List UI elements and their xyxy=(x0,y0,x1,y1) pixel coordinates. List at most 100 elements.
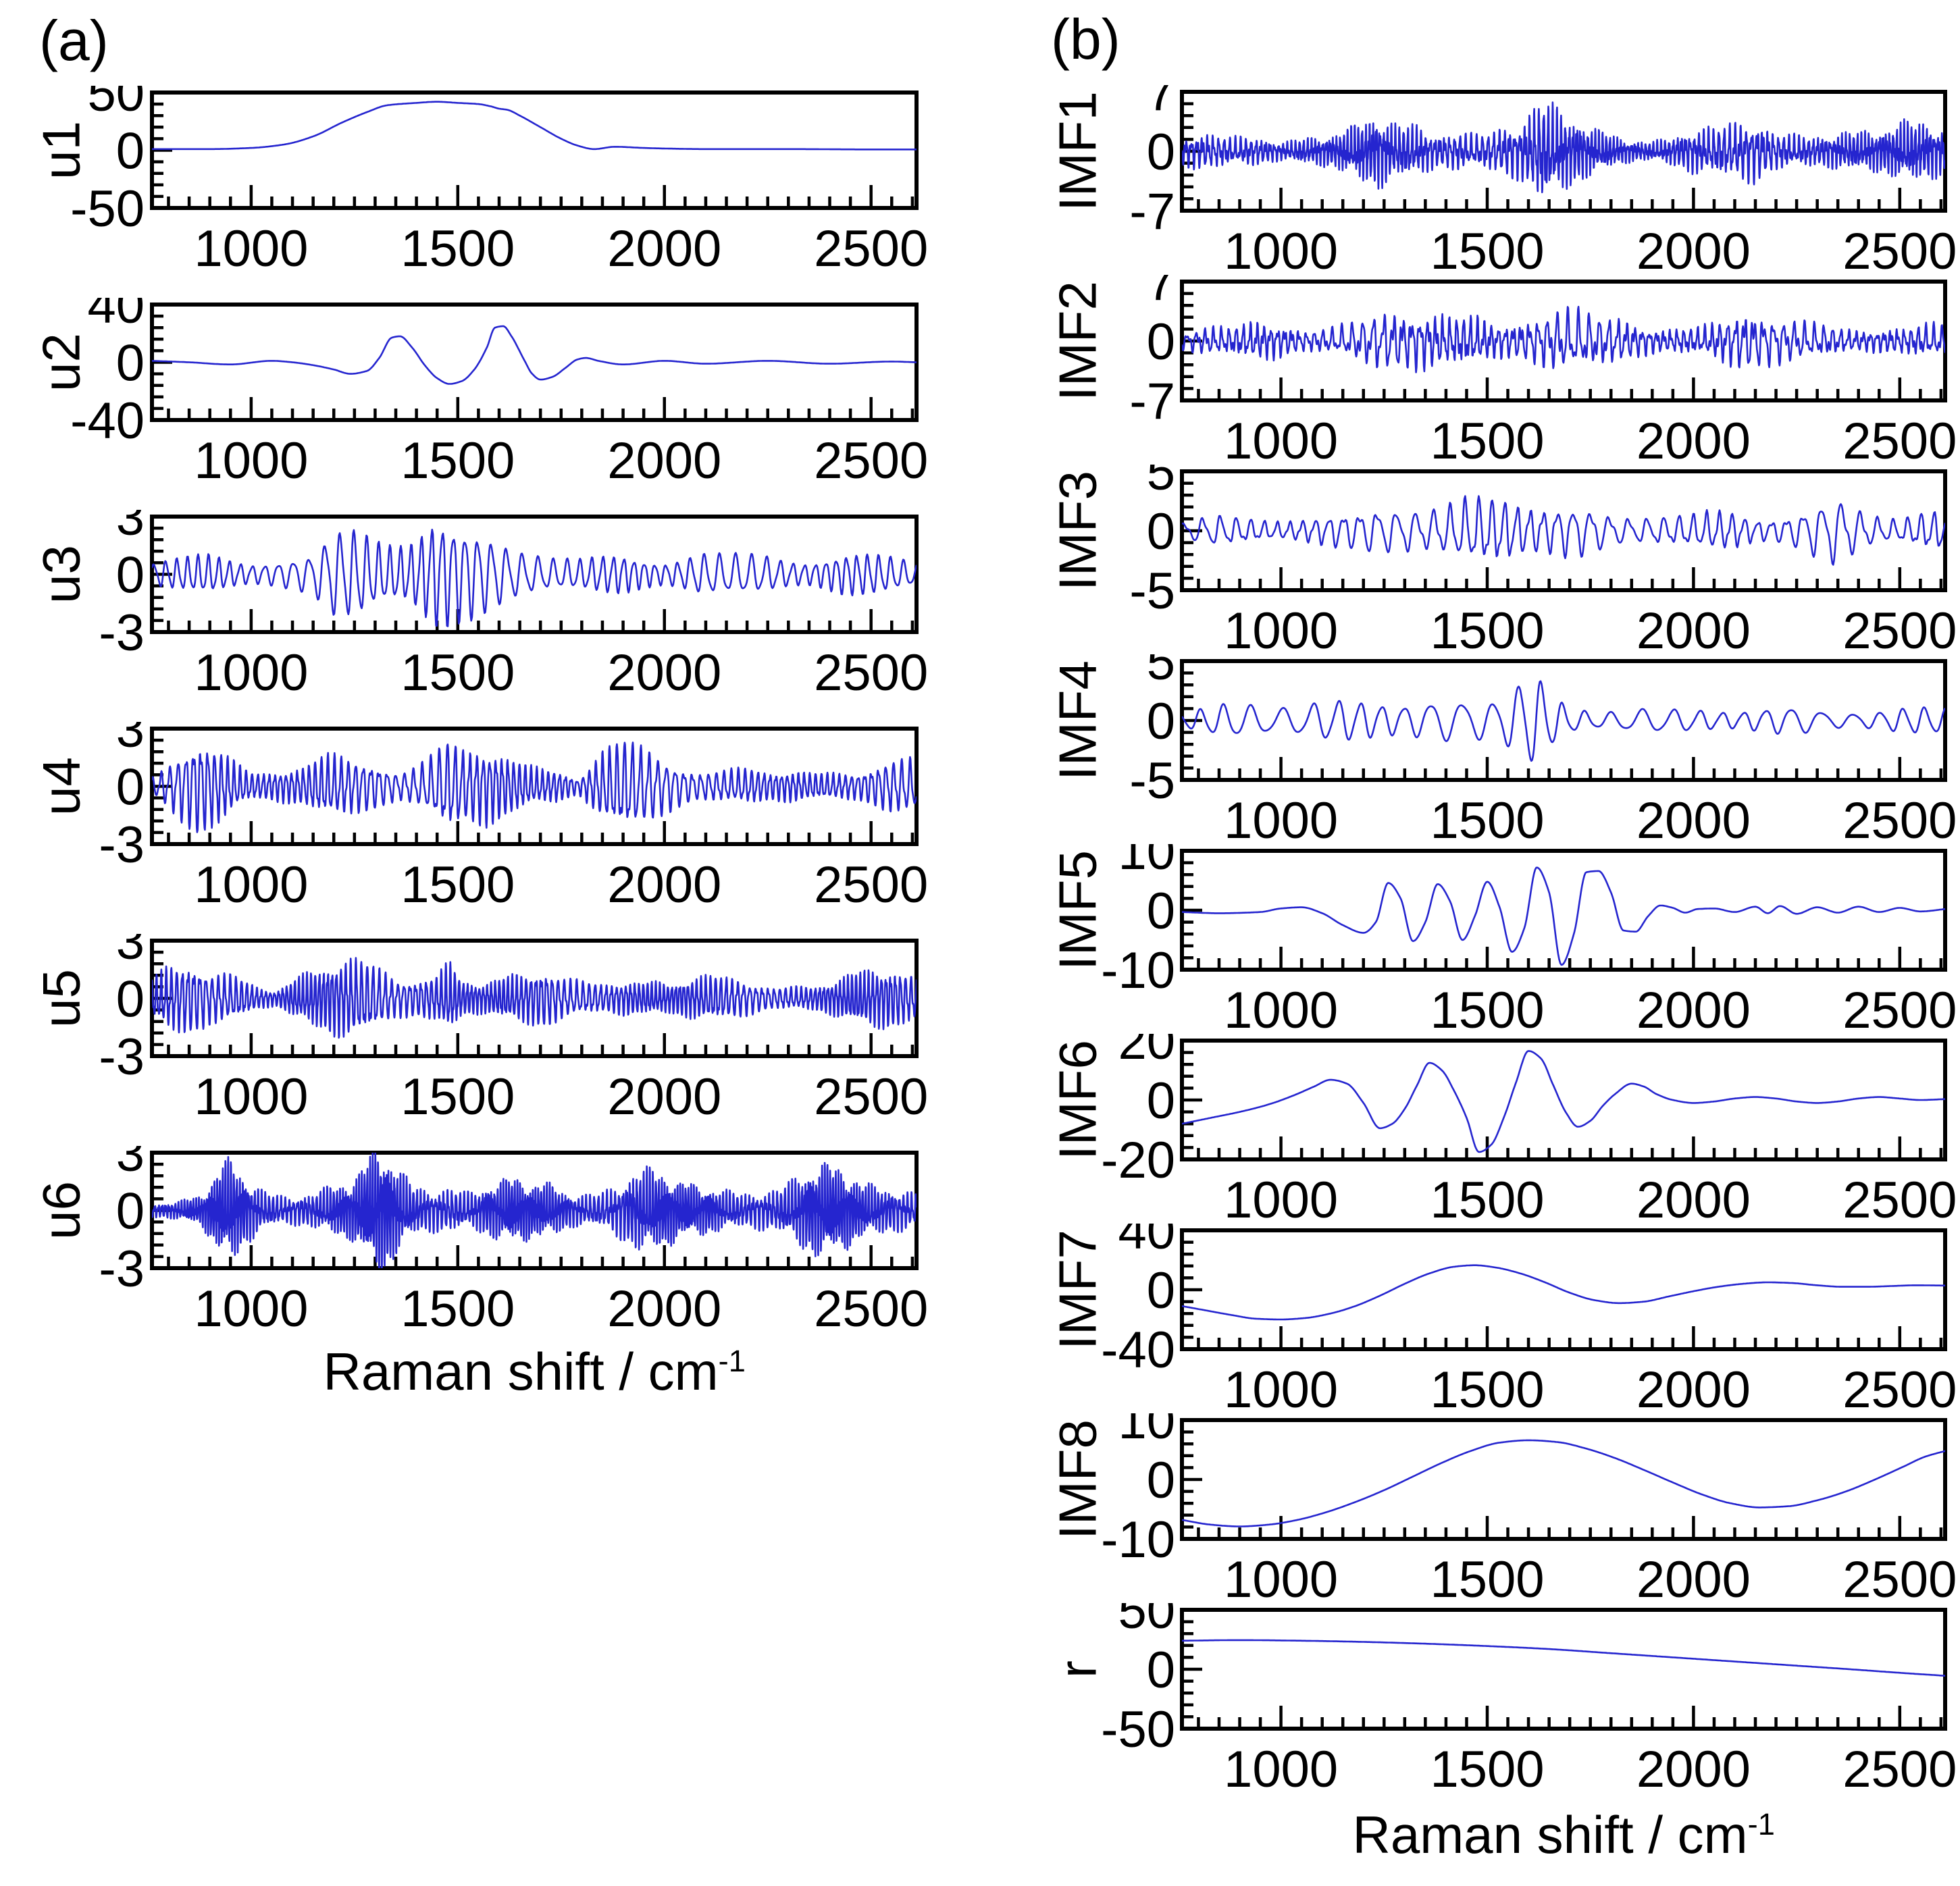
x-tick-label: 1000 xyxy=(1224,1551,1338,1608)
y-axis-label: IMF1 xyxy=(1048,91,1108,211)
subplot-svg-u5: 30-3 1000 1500 2000 2500 u5 xyxy=(32,934,929,1126)
subplot-svg-imf6: 200-20 1000 1500 2000 2500 IMF6 xyxy=(1048,1034,1957,1229)
x-tick-label: 1500 xyxy=(1430,1551,1544,1608)
x-tick-label: 2500 xyxy=(1842,413,1957,470)
y-axis-label: IMF4 xyxy=(1048,660,1108,781)
x-tick-label: 1000 xyxy=(1224,602,1338,660)
x-tick-label: 1000 xyxy=(1224,1172,1338,1229)
x-tick-label: 1500 xyxy=(1430,1741,1544,1798)
x-tick-label: 1000 xyxy=(194,1280,308,1338)
subplot-r: 50 0 -50 1000 1500 2000 2500 r xyxy=(979,1603,1960,1804)
y-tick-label: 10 xyxy=(1118,1413,1175,1450)
signal-trace xyxy=(152,741,917,833)
subplot-svg-imf4: 50-5 1000 1500 2000 2500 IMF4 xyxy=(1048,654,1957,849)
y-tick-label: -40 xyxy=(1101,1321,1175,1379)
x-tick-label: 1000 xyxy=(194,220,308,278)
subplot-u2: 40 0 -40 1000 1500 2000 2500 u2 xyxy=(0,298,959,496)
signal-trace xyxy=(152,1153,917,1268)
x-tick-label: 2500 xyxy=(1842,1361,1957,1419)
y-tick-label: -50 xyxy=(1101,1701,1175,1758)
y-tick-label: -5 xyxy=(1129,752,1175,810)
x-tick-label: 2000 xyxy=(1636,413,1751,470)
signal-trace xyxy=(1182,680,1945,762)
y-axis-label: IMF8 xyxy=(1048,1419,1108,1540)
x-tick-label: 2500 xyxy=(1842,792,1957,849)
plot-frame xyxy=(1180,659,1947,782)
xaxis-label-a: Raman shift / cm-1 xyxy=(324,1345,746,1398)
signal-trace xyxy=(152,528,917,627)
xaxis-label-b-sup: -1 xyxy=(1747,1807,1775,1841)
x-tick-label: 2500 xyxy=(814,644,928,702)
y-tick-label: 3 xyxy=(116,722,145,758)
x-tick-label: 1000 xyxy=(1224,982,1338,1039)
signal-trace xyxy=(1182,1639,1945,1677)
y-tick-label: 0 xyxy=(1147,693,1175,750)
subplot-imf6: 20 0 -20 1000 1500 2000 2500 IMF6 xyxy=(979,1034,1960,1235)
y-axis-label: IMF2 xyxy=(1048,281,1108,401)
y-tick-label: 40 xyxy=(1118,1224,1175,1260)
subplot-svg-imf5: 100-10 1000 1500 2000 2500 IMF5 xyxy=(1048,844,1957,1039)
x-tick-label: 1500 xyxy=(401,1068,515,1126)
x-tick-label: 1000 xyxy=(194,644,308,702)
x-tick-label: 2000 xyxy=(1636,223,1751,280)
subplot-imf3: 5 0 -5 1000 1500 2000 2500 IMF3 xyxy=(979,465,1960,666)
x-tick-label: 1500 xyxy=(1430,1361,1544,1419)
x-tick-label: 2500 xyxy=(1842,1172,1957,1229)
subplot-u1: 50 0 -50 1000 1500 2000 2500 u1 xyxy=(0,86,959,284)
plot-frame xyxy=(150,90,919,210)
xaxis-label-a-sup: -1 xyxy=(718,1344,746,1378)
y-tick-label: -40 xyxy=(70,392,145,450)
signal-trace xyxy=(152,101,917,151)
x-tick-label: 2500 xyxy=(814,1068,928,1126)
x-tick-label: 2000 xyxy=(607,1068,721,1126)
y-tick-label: 0 xyxy=(116,547,145,604)
y-axis-label: IMF5 xyxy=(1048,850,1108,970)
signal-trace xyxy=(1182,1050,1945,1153)
x-tick-label: 2000 xyxy=(607,220,721,278)
subplot-svg-u6: 30-3 1000 1500 2000 2500 u6 xyxy=(32,1146,929,1338)
subplot-svg-imf1: 70-7 1000 1500 2000 2500 IMF1 xyxy=(1048,85,1957,280)
y-tick-label: 3 xyxy=(116,934,145,970)
y-tick-label: 10 xyxy=(1118,844,1175,881)
panel-b-label: (b) xyxy=(1051,7,1120,71)
x-tick-label: 2500 xyxy=(1842,1551,1957,1608)
subplot-imf7: 40 0 -40 1000 1500 2000 2500 IMF7 xyxy=(979,1224,1960,1425)
x-tick-label: 1000 xyxy=(194,432,308,490)
y-tick-label: 50 xyxy=(1118,1603,1175,1640)
subplot-imf8: 10 0 -10 1000 1500 2000 2500 IMF8 xyxy=(979,1413,1960,1615)
subplot-svg-u4: 30-3 1000 1500 2000 2500 u4 xyxy=(32,722,929,914)
x-tick-label: 1000 xyxy=(1224,1361,1338,1419)
subplot-svg-imf3: 50-5 1000 1500 2000 2500 IMF3 xyxy=(1048,465,1957,660)
x-tick-label: 2000 xyxy=(1636,792,1751,849)
y-tick-label: 0 xyxy=(116,123,145,180)
x-tick-label: 1500 xyxy=(401,220,515,278)
y-tick-label: 0 xyxy=(1147,1262,1175,1319)
y-tick-label: -20 xyxy=(1101,1132,1175,1189)
x-tick-label: 1000 xyxy=(1224,792,1338,849)
x-tick-label: 2000 xyxy=(1636,1172,1751,1229)
signal-trace xyxy=(1182,1439,1945,1527)
plot-frame xyxy=(1180,1039,1947,1161)
signal-trace xyxy=(1182,866,1945,966)
subplot-svg-r: 500-50 1000 1500 2000 2500 r xyxy=(1048,1603,1957,1798)
y-tick-label: 50 xyxy=(87,86,145,122)
y-tick-label: 7 xyxy=(1147,275,1175,311)
x-tick-label: 2500 xyxy=(1842,1741,1957,1798)
x-tick-label: 2500 xyxy=(814,1280,928,1338)
y-tick-label: -3 xyxy=(99,1240,145,1298)
signal-trace xyxy=(152,957,917,1039)
signal-trace xyxy=(1182,1264,1945,1321)
x-tick-label: 1500 xyxy=(1430,602,1544,660)
y-axis-label: u3 xyxy=(32,545,91,604)
x-tick-label: 2000 xyxy=(1636,602,1751,660)
subplot-imf4: 5 0 -5 1000 1500 2000 2500 IMF4 xyxy=(979,654,1960,856)
x-tick-label: 1500 xyxy=(1430,982,1544,1039)
x-tick-label: 2000 xyxy=(607,856,721,914)
subplot-svg-imf7: 400-40 1000 1500 2000 2500 IMF7 xyxy=(1048,1224,1957,1419)
x-tick-label: 1500 xyxy=(401,856,515,914)
subplot-imf1: 7 0 -7 1000 1500 2000 2500 IMF1 xyxy=(979,85,1960,286)
y-tick-label: 5 xyxy=(1147,465,1175,501)
y-tick-label: -5 xyxy=(1129,562,1175,620)
x-tick-label: 1000 xyxy=(194,1068,308,1126)
